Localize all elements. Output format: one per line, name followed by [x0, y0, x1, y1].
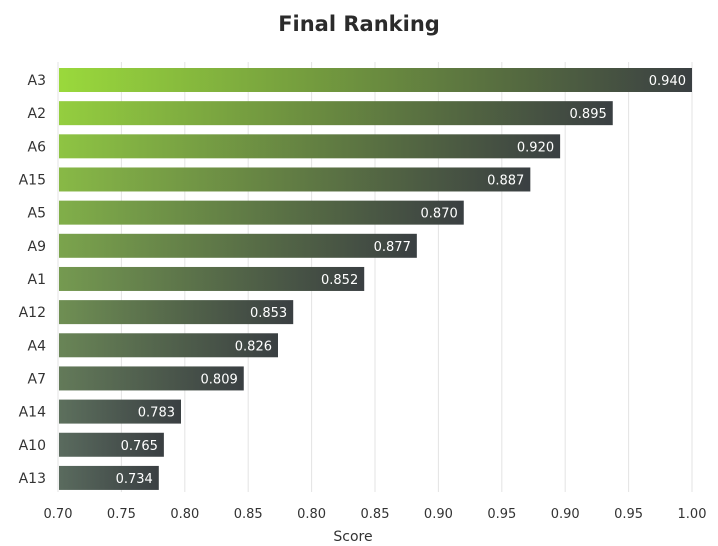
value-label-a15: 0.887 [487, 173, 524, 188]
bar-a2 [59, 101, 613, 126]
x-tick-label: 0.75 [107, 507, 136, 522]
bar-a7 [59, 366, 244, 391]
category-label-a1: A1 [28, 272, 46, 288]
category-label-a13: A13 [19, 471, 46, 487]
category-label-a14: A14 [19, 405, 46, 421]
x-tick-label: 0.80 [170, 507, 199, 522]
value-label-a3: 0.940 [649, 74, 686, 89]
value-label-a1: 0.852 [321, 273, 358, 288]
x-tick-label: 0.90 [551, 507, 580, 522]
x-axis-title: Score [333, 529, 372, 545]
value-label-a14: 0.783 [138, 406, 175, 421]
bar-a12 [59, 300, 294, 325]
value-label-a12: 0.853 [250, 306, 287, 321]
bar-a6 [59, 134, 561, 159]
bar-a9 [59, 233, 417, 258]
bar-a3 [59, 68, 692, 92]
bar-a1 [59, 266, 365, 291]
x-tick-label: 0.80 [297, 507, 326, 522]
bar-a4 [59, 333, 278, 358]
x-tick-label: 1.00 [678, 507, 707, 522]
value-label-a6: 0.920 [517, 140, 554, 155]
x-tick-label: 0.95 [487, 507, 516, 522]
value-label-a2: 0.895 [570, 107, 607, 122]
bar-a14 [59, 399, 181, 424]
category-label-a10: A10 [19, 438, 46, 454]
x-tick-label: 0.90 [424, 507, 453, 522]
category-label-a15: A15 [19, 172, 46, 188]
x-tick-label: 0.85 [234, 507, 263, 522]
category-label-a6: A6 [28, 139, 47, 155]
category-label-a7: A7 [28, 371, 46, 387]
value-label-a13: 0.734 [116, 472, 153, 487]
bar-layer: 0.940 0.895 0.920 0.887 0.870 0.877 0.852 0.853… [59, 68, 692, 490]
category-label-a5: A5 [28, 206, 46, 222]
value-label-a4: 0.826 [235, 339, 272, 354]
x-tick-labels: 0.70 0.75 0.80 0.85 0.80 0.85 0.90 0.95 0.90 0.95… [44, 507, 707, 522]
chart-title: Final Ranking [278, 12, 440, 36]
x-tick-label: 0.95 [614, 507, 643, 522]
value-label-a9: 0.877 [374, 240, 411, 255]
value-label-a5: 0.870 [421, 207, 458, 222]
category-label-a3: A3 [28, 73, 46, 89]
category-label-a12: A12 [19, 305, 46, 321]
category-label-a4: A4 [28, 338, 47, 354]
category-labels: A3 A2 A6 A15 A5 A9 A1 A12 A4 A7 A14 A10 A13 [19, 73, 46, 487]
bar-a10 [59, 432, 164, 457]
value-label-a7: 0.809 [201, 372, 238, 387]
x-tick-label: 0.85 [361, 507, 390, 522]
bar-a5 [59, 200, 464, 225]
value-label-a10: 0.765 [121, 439, 158, 454]
category-label-a2: A2 [28, 106, 46, 122]
x-tick-label: 0.70 [44, 507, 73, 522]
bar-a13 [59, 465, 159, 490]
category-label-a9: A9 [28, 239, 46, 255]
bar-a15 [59, 167, 531, 192]
